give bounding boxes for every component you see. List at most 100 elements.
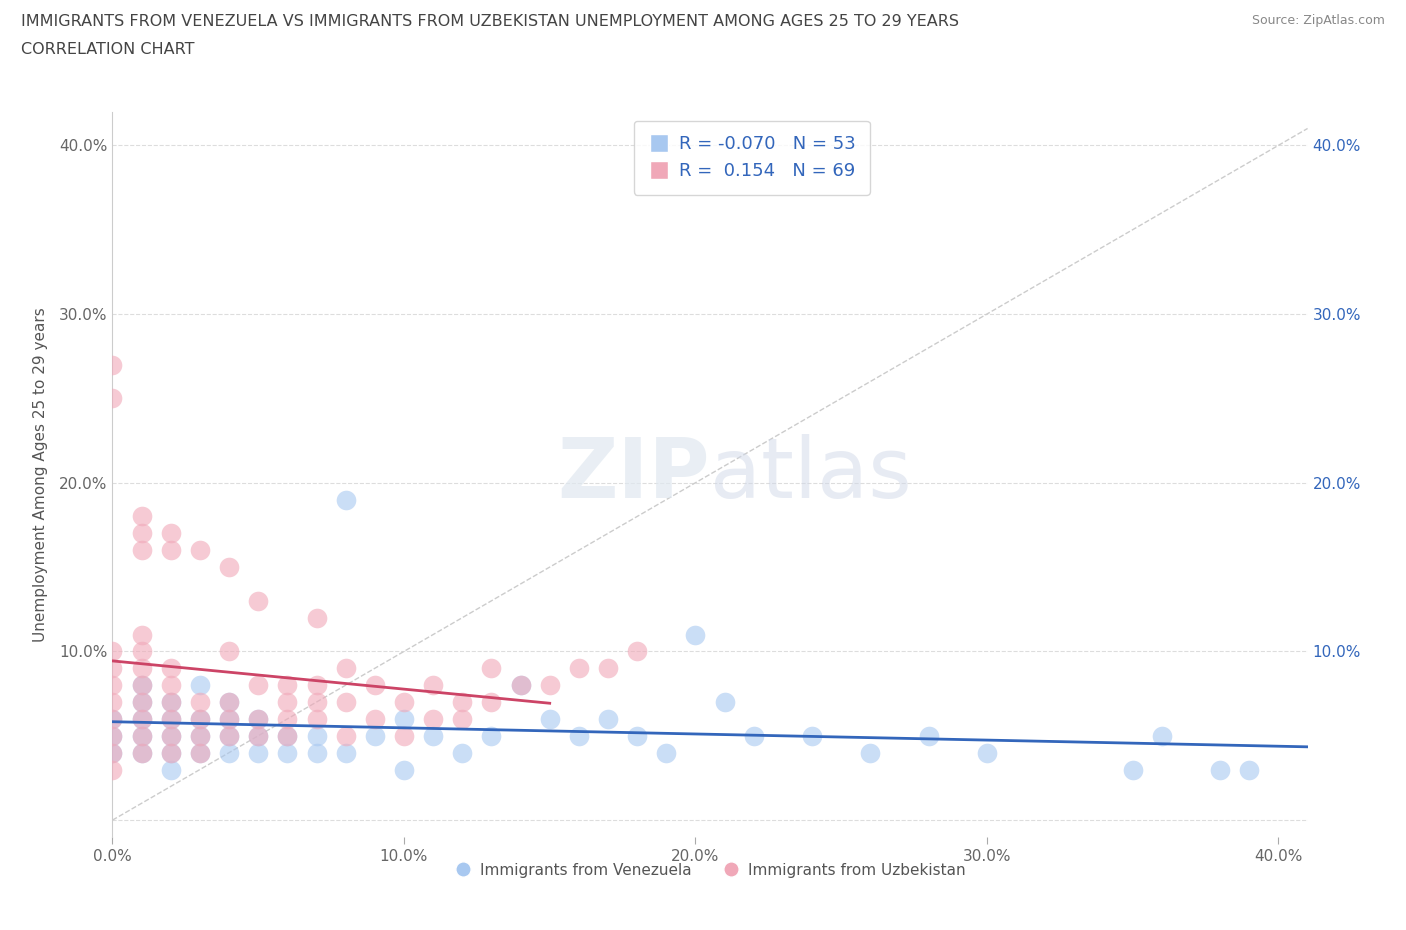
- Point: [101, 762, 124, 777]
- Point: [101, 644, 124, 658]
- Point: [247, 711, 270, 726]
- Point: [335, 745, 357, 760]
- Point: [188, 711, 211, 726]
- Point: [218, 695, 240, 710]
- Point: [305, 695, 328, 710]
- Point: [247, 728, 270, 743]
- Point: [159, 745, 181, 760]
- Point: [131, 728, 153, 743]
- Point: [101, 745, 124, 760]
- Point: [801, 728, 824, 743]
- Point: [218, 745, 240, 760]
- Point: [685, 627, 707, 642]
- Point: [159, 711, 181, 726]
- Point: [159, 711, 181, 726]
- Point: [392, 695, 415, 710]
- Text: IMMIGRANTS FROM VENEZUELA VS IMMIGRANTS FROM UZBEKISTAN UNEMPLOYMENT AMONG AGES : IMMIGRANTS FROM VENEZUELA VS IMMIGRANTS …: [21, 14, 959, 29]
- Point: [159, 525, 181, 540]
- Point: [159, 695, 181, 710]
- Point: [101, 728, 124, 743]
- Point: [131, 525, 153, 540]
- Point: [276, 728, 298, 743]
- Point: [335, 661, 357, 676]
- Point: [131, 543, 153, 558]
- Point: [247, 728, 270, 743]
- Point: [131, 627, 153, 642]
- Point: [101, 661, 124, 676]
- Point: [131, 695, 153, 710]
- Point: [364, 711, 387, 726]
- Point: [131, 644, 153, 658]
- Point: [188, 728, 211, 743]
- Legend: Immigrants from Venezuela, Immigrants from Uzbekistan: Immigrants from Venezuela, Immigrants fr…: [449, 857, 972, 884]
- Point: [218, 711, 240, 726]
- Point: [131, 711, 153, 726]
- Point: [859, 745, 882, 760]
- Point: [392, 711, 415, 726]
- Point: [131, 678, 153, 693]
- Point: [188, 745, 211, 760]
- Point: [101, 711, 124, 726]
- Point: [188, 728, 211, 743]
- Point: [481, 661, 503, 676]
- Point: [481, 695, 503, 710]
- Point: [131, 745, 153, 760]
- Point: [159, 745, 181, 760]
- Point: [218, 728, 240, 743]
- Point: [247, 745, 270, 760]
- Point: [568, 661, 591, 676]
- Point: [276, 695, 298, 710]
- Point: [218, 728, 240, 743]
- Point: [626, 728, 648, 743]
- Point: [218, 711, 240, 726]
- Point: [422, 678, 444, 693]
- Point: [305, 728, 328, 743]
- Point: [1122, 762, 1144, 777]
- Point: [538, 711, 561, 726]
- Point: [247, 678, 270, 693]
- Point: [451, 711, 474, 726]
- Point: [101, 695, 124, 710]
- Point: [305, 745, 328, 760]
- Y-axis label: Unemployment Among Ages 25 to 29 years: Unemployment Among Ages 25 to 29 years: [32, 307, 48, 642]
- Point: [917, 728, 939, 743]
- Point: [451, 745, 474, 760]
- Point: [364, 728, 387, 743]
- Point: [159, 728, 181, 743]
- Point: [392, 762, 415, 777]
- Point: [276, 728, 298, 743]
- Point: [276, 711, 298, 726]
- Point: [131, 678, 153, 693]
- Point: [159, 695, 181, 710]
- Point: [101, 745, 124, 760]
- Point: [305, 610, 328, 625]
- Point: [1209, 762, 1232, 777]
- Point: [159, 678, 181, 693]
- Text: CORRELATION CHART: CORRELATION CHART: [21, 42, 194, 57]
- Point: [101, 728, 124, 743]
- Point: [335, 695, 357, 710]
- Point: [742, 728, 765, 743]
- Point: [976, 745, 998, 760]
- Point: [305, 678, 328, 693]
- Point: [509, 678, 531, 693]
- Point: [247, 711, 270, 726]
- Point: [131, 695, 153, 710]
- Text: ZIP: ZIP: [558, 433, 710, 515]
- Point: [131, 711, 153, 726]
- Point: [626, 644, 648, 658]
- Point: [101, 711, 124, 726]
- Point: [509, 678, 531, 693]
- Point: [131, 745, 153, 760]
- Point: [1239, 762, 1261, 777]
- Point: [392, 728, 415, 743]
- Point: [538, 678, 561, 693]
- Point: [305, 711, 328, 726]
- Point: [159, 543, 181, 558]
- Point: [101, 391, 124, 405]
- Point: [188, 711, 211, 726]
- Point: [188, 543, 211, 558]
- Point: [247, 593, 270, 608]
- Point: [188, 695, 211, 710]
- Point: [655, 745, 678, 760]
